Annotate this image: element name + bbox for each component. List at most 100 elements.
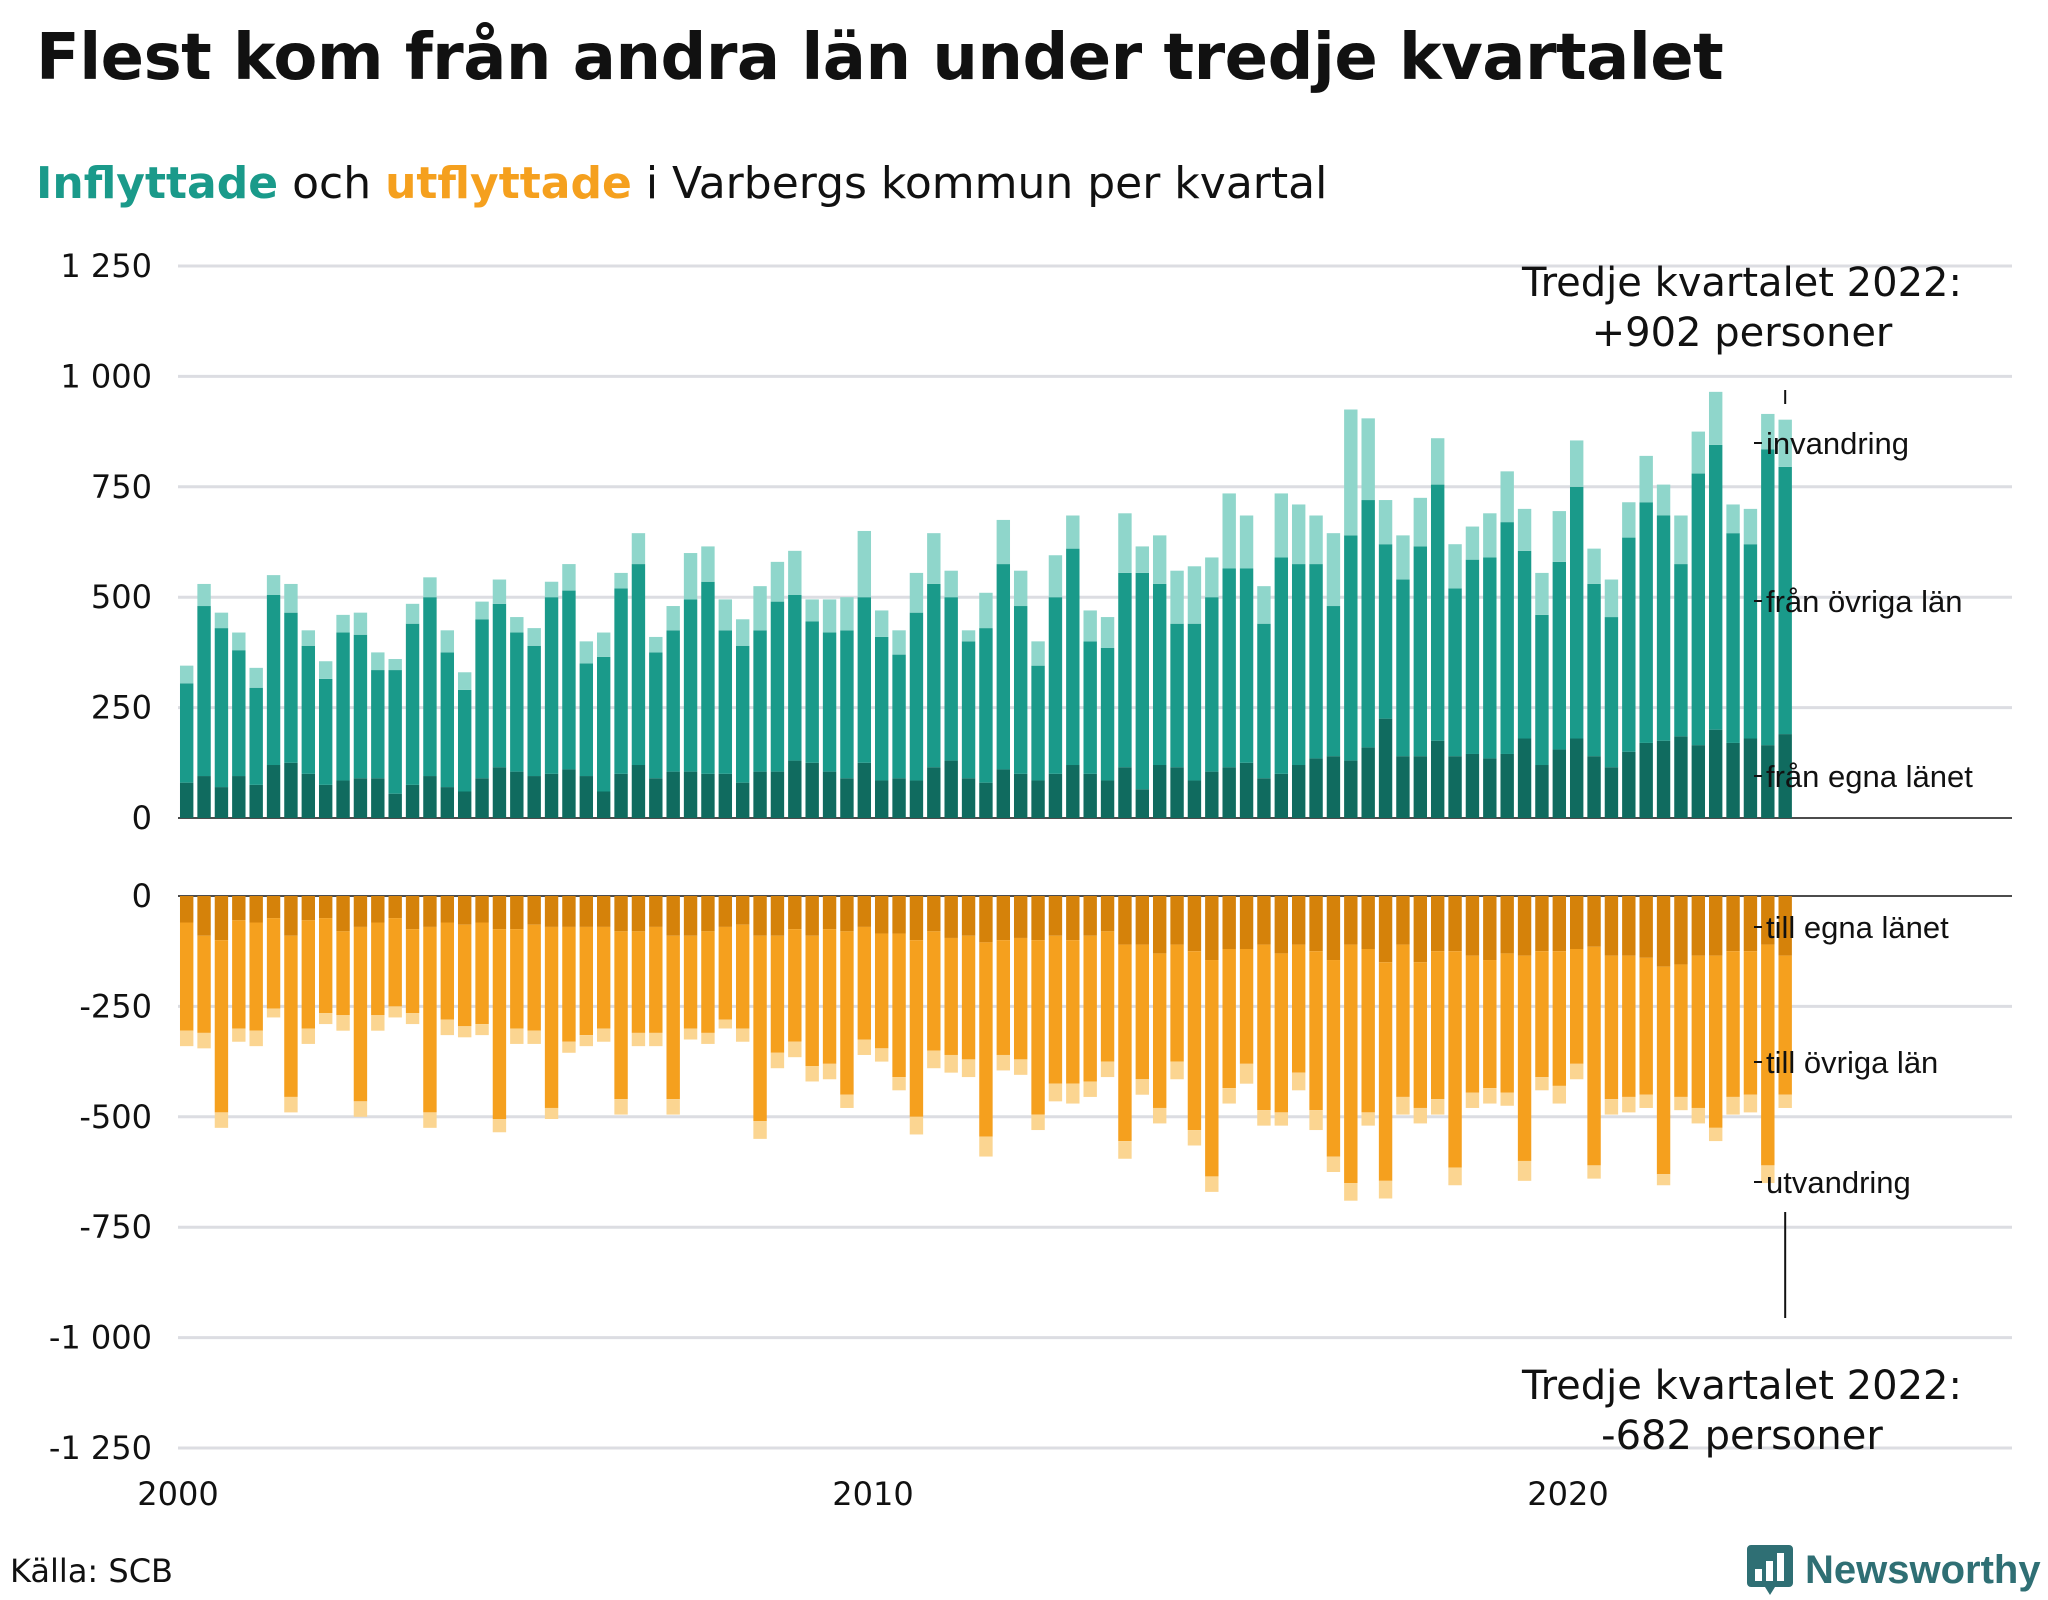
bar-out-till-ovriga-lan bbox=[892, 933, 906, 1078]
bar-in-fran-ovriga-lan bbox=[232, 650, 246, 777]
bar-in-fran-egna-lanet bbox=[1674, 736, 1688, 818]
bar-out-till-egna-lanet bbox=[1535, 896, 1549, 952]
bar-out-utvandring bbox=[284, 1096, 298, 1113]
bar-in-fran-ovriga-lan bbox=[318, 678, 333, 785]
bar-in-invandring bbox=[1205, 557, 1219, 598]
bar-out-till-egna-lanet bbox=[753, 896, 767, 936]
bar-out-till-egna-lanet bbox=[1743, 896, 1758, 952]
bar-in-fran-ovriga-lan bbox=[1274, 557, 1289, 774]
bar-out-till-ovriga-lan bbox=[527, 924, 541, 1031]
bar-in-invandring bbox=[492, 579, 507, 604]
utflyttade-bars bbox=[179, 896, 1792, 1201]
bar-out-utvandring bbox=[1604, 1099, 1619, 1115]
bar-out-utvandring bbox=[649, 1032, 663, 1047]
y-tick-label-bottom: -1 250 bbox=[49, 1429, 152, 1467]
bar-out-till-egna-lanet bbox=[822, 896, 837, 930]
y-tick-label-top: 1 250 bbox=[60, 247, 152, 285]
bar-in-fran-egna-lanet bbox=[197, 776, 211, 818]
bar-out-till-ovriga-lan bbox=[1552, 951, 1567, 1086]
bar-out-till-ovriga-lan bbox=[909, 940, 924, 1117]
bar-in-fran-ovriga-lan bbox=[1170, 623, 1184, 768]
bar-in-invandring bbox=[197, 583, 211, 607]
bar-in-fran-egna-lanet bbox=[1344, 760, 1358, 818]
bar-out-till-ovriga-lan bbox=[1066, 940, 1080, 1084]
bar-in-fran-ovriga-lan bbox=[961, 641, 976, 779]
label-fran-ovriga-lan: från övriga län bbox=[1766, 584, 1962, 619]
bar-in-fran-ovriga-lan bbox=[249, 687, 263, 785]
bar-out-till-ovriga-lan bbox=[753, 935, 767, 1122]
bar-in-fran-ovriga-lan bbox=[892, 654, 906, 779]
bar-out-till-egna-lanet bbox=[770, 896, 785, 936]
bar-in-fran-ovriga-lan bbox=[788, 594, 802, 761]
bar-out-till-ovriga-lan bbox=[701, 931, 715, 1033]
bar-in-invandring bbox=[1222, 493, 1236, 569]
bar-in-fran-ovriga-lan bbox=[1291, 564, 1306, 766]
bar-out-utvandring bbox=[1761, 1165, 1775, 1184]
bar-out-till-egna-lanet bbox=[718, 896, 733, 927]
bar-out-utvandring bbox=[301, 1028, 316, 1044]
bar-out-till-egna-lanet bbox=[579, 896, 594, 927]
bar-in-invandring bbox=[1674, 515, 1688, 565]
bar-out-utvandring bbox=[318, 1013, 333, 1025]
bar-in-invandring bbox=[1048, 555, 1063, 598]
bar-in-fran-ovriga-lan bbox=[284, 612, 298, 763]
bar-in-invandring bbox=[1239, 515, 1254, 569]
bar-out-utvandring bbox=[562, 1041, 576, 1053]
bar-in-invandring bbox=[1152, 535, 1167, 584]
bar-out-till-egna-lanet bbox=[1378, 896, 1393, 963]
x-tick-label: 2000 bbox=[137, 1475, 218, 1513]
bar-in-fran-egna-lanet bbox=[214, 787, 229, 818]
bar-out-till-egna-lanet bbox=[1100, 896, 1115, 932]
bar-in-fran-ovriga-lan bbox=[770, 601, 785, 772]
bar-in-fran-ovriga-lan bbox=[1118, 572, 1132, 768]
bar-in-fran-ovriga-lan bbox=[805, 621, 819, 763]
bar-out-till-egna-lanet bbox=[423, 896, 437, 927]
bar-in-fran-egna-lanet bbox=[579, 776, 594, 818]
bar-in-fran-egna-lanet bbox=[1656, 740, 1671, 818]
bar-out-till-ovriga-lan bbox=[1257, 944, 1271, 1111]
bar-out-till-ovriga-lan bbox=[1031, 940, 1045, 1115]
bar-out-till-ovriga-lan bbox=[301, 920, 316, 1029]
bar-in-fran-ovriga-lan bbox=[1239, 568, 1254, 763]
bar-out-till-ovriga-lan bbox=[1778, 955, 1792, 1095]
bar-in-invandring bbox=[1743, 508, 1758, 545]
bar-out-till-egna-lanet bbox=[735, 896, 750, 925]
bar-out-till-ovriga-lan bbox=[353, 926, 368, 1102]
bar-out-utvandring bbox=[544, 1107, 559, 1120]
bar-out-till-egna-lanet bbox=[649, 896, 663, 927]
bar-in-fran-egna-lanet bbox=[423, 776, 437, 818]
bar-in-fran-ovriga-lan bbox=[840, 630, 854, 779]
bar-in-fran-egna-lanet bbox=[371, 778, 385, 818]
bar-in-fran-egna-lanet bbox=[232, 776, 246, 818]
bar-in-fran-ovriga-lan bbox=[1135, 572, 1150, 790]
bar-out-till-egna-lanet bbox=[666, 896, 680, 936]
bar-out-till-ovriga-lan bbox=[1674, 964, 1688, 1097]
bar-out-till-egna-lanet bbox=[1430, 896, 1445, 952]
inflyttade-bars bbox=[179, 391, 1792, 818]
bar-out-utvandring bbox=[1674, 1096, 1688, 1111]
bar-in-fran-ovriga-lan bbox=[388, 670, 402, 794]
bar-out-utvandring bbox=[840, 1094, 854, 1108]
bar-out-till-ovriga-lan bbox=[822, 929, 837, 1064]
bar-in-invandring bbox=[753, 586, 767, 631]
bar-in-invandring bbox=[1396, 535, 1410, 580]
bar-in-invandring bbox=[961, 630, 976, 642]
bar-in-invandring bbox=[405, 603, 420, 624]
bar-in-fran-ovriga-lan bbox=[1344, 535, 1358, 761]
bar-in-invandring bbox=[510, 617, 524, 633]
bar-in-fran-egna-lanet bbox=[1587, 756, 1601, 818]
bar-in-fran-egna-lanet bbox=[927, 767, 941, 818]
bar-in-invandring bbox=[1465, 526, 1480, 560]
bar-in-invandring bbox=[1761, 413, 1775, 450]
bar-out-utvandring bbox=[857, 1039, 872, 1055]
bar-in-fran-egna-lanet bbox=[249, 784, 263, 818]
bar-out-utvandring bbox=[1569, 1063, 1584, 1080]
bar-out-utvandring bbox=[996, 1054, 1011, 1071]
bar-in-fran-egna-lanet bbox=[1378, 718, 1393, 818]
bar-out-till-egna-lanet bbox=[266, 896, 281, 919]
bar-out-till-egna-lanet bbox=[301, 896, 316, 921]
bar-in-fran-ovriga-lan bbox=[996, 564, 1011, 770]
bar-in-fran-egna-lanet bbox=[909, 780, 924, 818]
bar-in-fran-ovriga-lan bbox=[1205, 597, 1219, 772]
bar-in-fran-egna-lanet bbox=[457, 791, 472, 818]
